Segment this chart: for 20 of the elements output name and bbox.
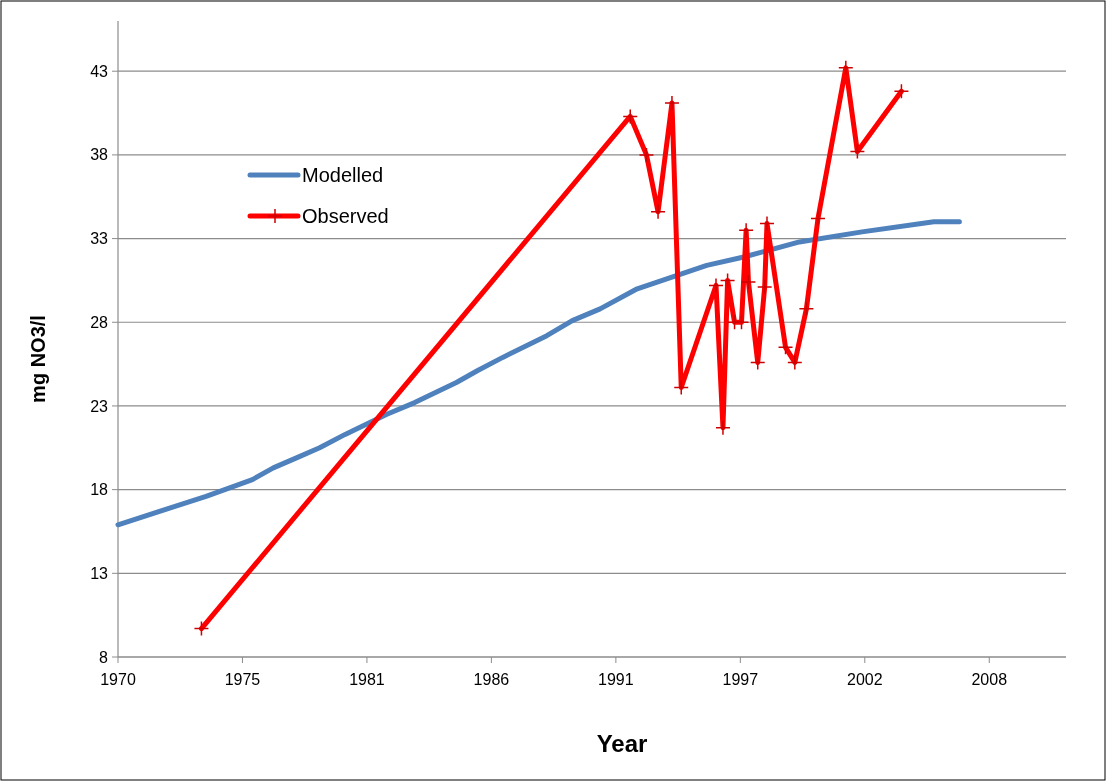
x-tick-label: 1997 bbox=[722, 671, 759, 688]
y-tick-label: 18 bbox=[90, 481, 109, 499]
y-tick-label: 43 bbox=[90, 62, 109, 80]
x-tick-label: 1986 bbox=[473, 671, 510, 688]
x-tick-label: 1981 bbox=[349, 671, 385, 688]
y-tick-label: 33 bbox=[90, 230, 109, 248]
y-tick-label: 38 bbox=[90, 146, 109, 164]
legend-label: Modelled bbox=[302, 164, 384, 186]
x-axis-title: Year bbox=[596, 730, 648, 757]
y-tick-label: 8 bbox=[99, 648, 109, 666]
x-tick-label: 1975 bbox=[224, 671, 261, 688]
x-tick-label: 1991 bbox=[598, 671, 634, 688]
legend-label: Observed bbox=[302, 205, 389, 227]
y-tick-label: 23 bbox=[90, 397, 109, 415]
x-tick-label: 2008 bbox=[971, 671, 1008, 688]
y-tick-label: 13 bbox=[90, 564, 109, 582]
x-tick-label: 2002 bbox=[847, 671, 883, 688]
y-tick-label: 28 bbox=[90, 313, 109, 331]
y-axis-title: mg NO3/l bbox=[27, 315, 49, 403]
x-tick-label: 1970 bbox=[100, 671, 136, 688]
